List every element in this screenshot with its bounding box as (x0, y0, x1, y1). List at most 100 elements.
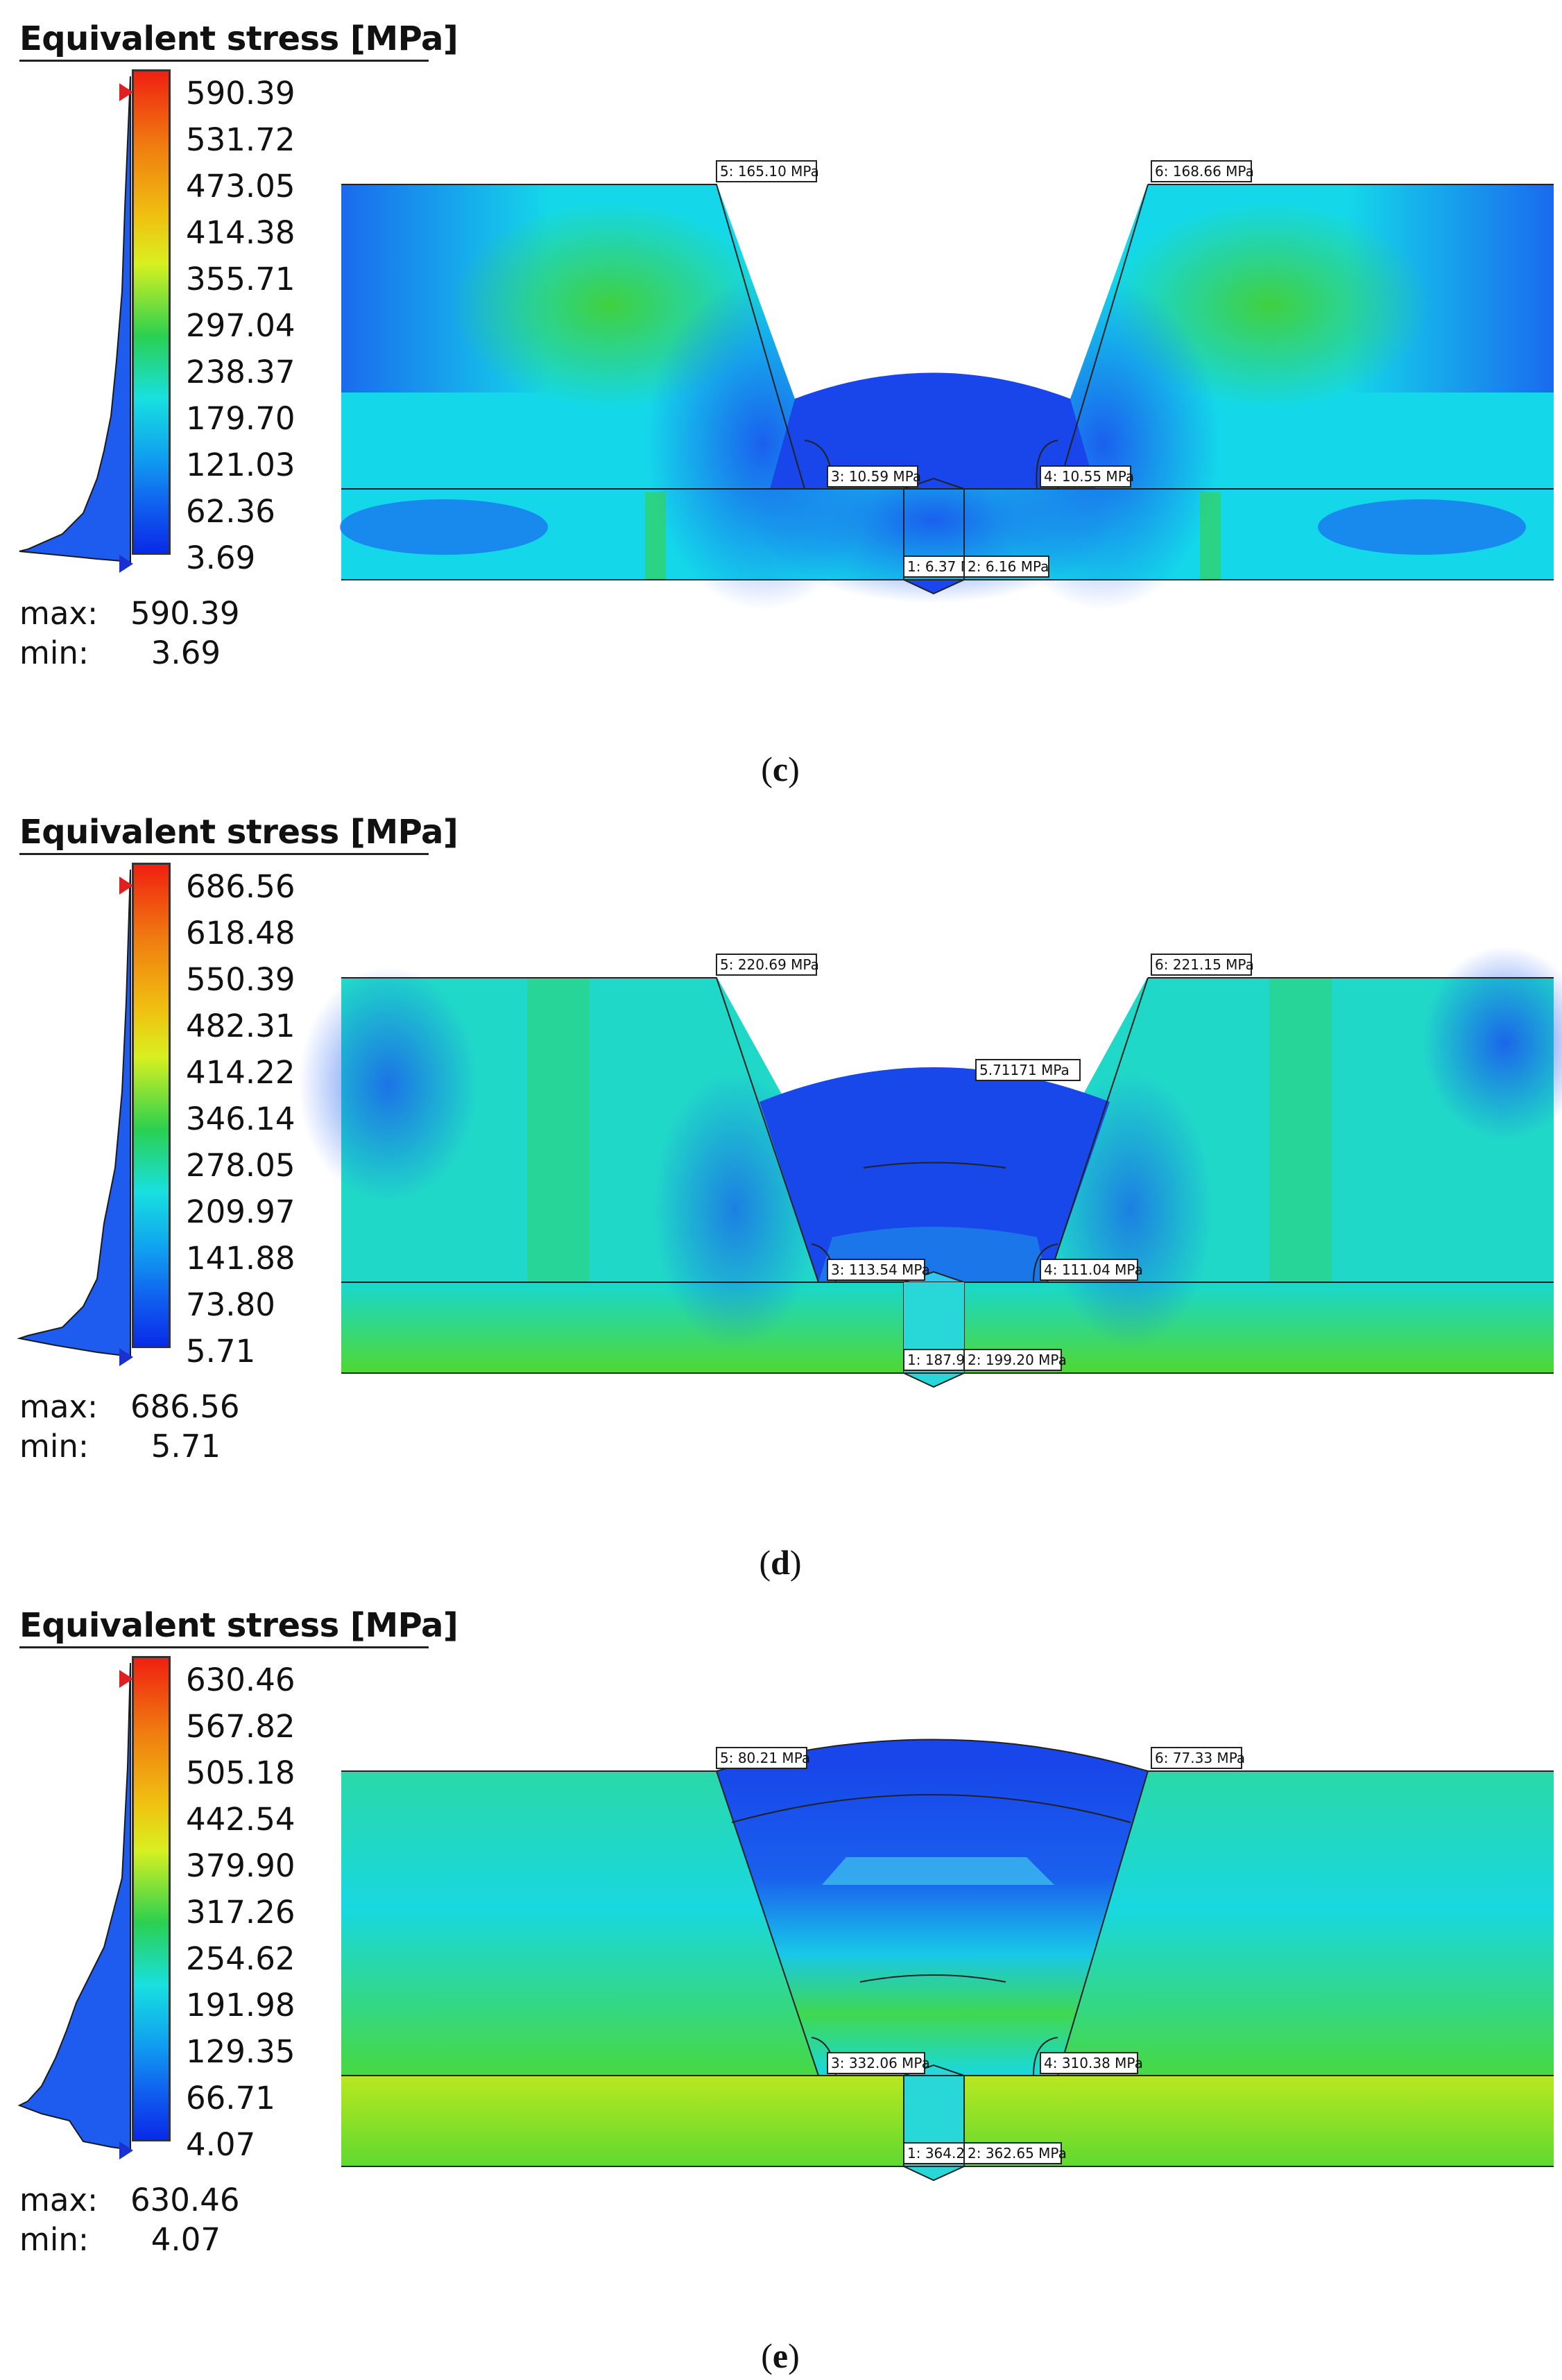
stress-histogram (19, 76, 131, 563)
probe-5: 5: 220.69 MPa (716, 954, 819, 976)
probe-3: 3: 10.59 MPa (827, 465, 921, 488)
colorbar-tick: 73.80 (186, 1286, 275, 1323)
subfigure-caption: (c) (761, 750, 800, 788)
max-marker-icon (119, 1670, 133, 1688)
probe-6-text: 6: 168.66 MPa (1155, 163, 1254, 180)
colorbar-tick: 129.35 (186, 2033, 295, 2070)
colorbar-tick: 297.04 (186, 307, 295, 344)
probe-1: 1: 364.28 (903, 2142, 974, 2164)
colorbar-tick: 62.36 (186, 493, 275, 530)
probe-1: 1: 6.37 M (903, 555, 972, 578)
colorbar-tick: 355.71 (186, 261, 295, 298)
colorbar-tick: 5.71 (186, 1333, 256, 1370)
colorbar (132, 863, 171, 1348)
min-value: 5.71 (151, 1428, 221, 1465)
probe-6: 6: 221.15 MPa (1151, 954, 1254, 976)
min-value: 4.07 (151, 2221, 221, 2258)
title-underline (19, 1646, 429, 1648)
colorbar-tick: 590.39 (186, 75, 295, 112)
probe-1: 1: 187.93 (903, 1349, 974, 1371)
colorbar-tick: 278.05 (186, 1147, 295, 1184)
probe-3-text: 3: 332.06 MPa (831, 2055, 930, 2071)
colorbar-tick: 4.07 (186, 2126, 256, 2163)
probe-5-text: 5: 80.21 MPa (720, 1750, 810, 1766)
colorbar-tick: 473.05 (186, 168, 295, 205)
probe-2: 2: 362.65 MPa (963, 2142, 1067, 2164)
colorbar-tick: 531.72 (186, 121, 295, 158)
colorbar-tick: 414.38 (186, 214, 295, 251)
probe-1-text: 1: 364.28 (907, 2145, 974, 2162)
probe-6: 6: 77.33 MPa (1151, 1747, 1245, 1769)
title-underline (19, 853, 429, 855)
probe-4: 4: 10.55 MPa (1040, 465, 1134, 488)
colorbar-tick: 209.97 (186, 1193, 295, 1230)
probe-min: 5.71171 MPa (975, 1059, 1081, 1081)
probe-3-text: 3: 113.54 MPa (831, 1261, 930, 1278)
probe-1-text: 1: 187.93 (907, 1352, 974, 1368)
colorbar-title: Equivalent stress [MPa] (19, 19, 458, 58)
stress-histogram (17, 1662, 131, 2151)
probe-2-text: 2: 6.16 MPa (968, 558, 1049, 575)
min-label: min: (19, 2221, 89, 2258)
colorbar-markers (119, 877, 133, 1366)
title-underline (19, 60, 429, 62)
min-marker-icon (119, 1348, 133, 1366)
max-marker-icon (119, 83, 133, 101)
probe-5: 5: 80.21 MPa (716, 1747, 810, 1769)
subfigure-caption: (e) (761, 2336, 800, 2375)
min-readout: min: 3.69 (19, 635, 221, 671)
min-label: min: (19, 1428, 89, 1465)
colorbar (132, 69, 171, 555)
probe-4-text: 4: 310.38 MPa (1044, 2055, 1143, 2071)
colorbar-tick: 482.31 (186, 1008, 295, 1044)
colorbar-tick: 66.71 (186, 2080, 275, 2116)
colorbar-tick: 686.56 (186, 868, 295, 905)
probe-2-text: 2: 199.20 MPa (968, 1352, 1067, 1368)
colorbar-tick: 618.48 (186, 915, 295, 951)
stress-panel-d: Equivalent stress [MPa] 686.56 618.48 55… (0, 793, 1562, 1584)
colorbar-tick: 121.03 (186, 447, 295, 483)
stress-panel-c: Equivalent stress [MPa] 590.39 531.72 47… (0, 0, 1562, 791)
colorbar-tick: 3.69 (186, 540, 256, 576)
max-marker-icon (119, 877, 133, 895)
stress-histogram (17, 869, 131, 1358)
colorbar-markers (119, 1670, 133, 2159)
weld-contour-plot (341, 1739, 1554, 2182)
probe-1-text: 1: 6.37 M (907, 558, 972, 575)
max-label: max: (19, 595, 98, 632)
probe-labels: 5: 220.69 MPa 6: 221.15 MPa 5.71171 MPa … (716, 954, 1254, 1371)
probe-6-text: 6: 77.33 MPa (1155, 1750, 1245, 1766)
colorbar-tick: 179.70 (186, 400, 295, 437)
colorbar-title: Equivalent stress [MPa] (19, 813, 458, 852)
probe-2-text: 2: 362.65 MPa (968, 2145, 1067, 2162)
probe-3-text: 3: 10.59 MPa (831, 468, 921, 485)
min-readout: min: 4.07 (19, 2221, 221, 2258)
colorbar-tick: 550.39 (186, 961, 295, 998)
colorbar-tick: 346.14 (186, 1101, 295, 1137)
stress-panel-e: Equivalent stress [MPa] 630.46 567.82 50… (0, 1587, 1562, 2377)
colorbar (132, 1656, 171, 2141)
colorbar-tick: 254.62 (186, 1940, 295, 1977)
probe-3: 3: 113.54 MPa (827, 1259, 930, 1281)
probe-4-text: 4: 111.04 MPa (1044, 1261, 1143, 1278)
colorbar-tick: 317.26 (186, 1894, 295, 1931)
colorbar-tick: 630.46 (186, 1662, 295, 1698)
probe-min-text: 5.71171 MPa (979, 1062, 1070, 1078)
probe-4: 4: 310.38 MPa (1040, 2052, 1143, 2074)
colorbar-tick: 191.98 (186, 1987, 295, 2024)
probe-2: 2: 6.16 MPa (963, 555, 1049, 578)
min-marker-icon (119, 2141, 133, 2159)
min-label: min: (19, 635, 89, 671)
probe-6-text: 6: 221.15 MPa (1155, 956, 1254, 973)
subfigure-caption: (d) (759, 1543, 802, 1582)
probe-labels: 5: 80.21 MPa 6: 77.33 MPa 3: 332.06 MPa … (716, 1747, 1245, 2164)
weld-contour-plot (298, 946, 1562, 1388)
probe-5-text: 5: 165.10 MPa (720, 163, 819, 180)
probe-2: 2: 199.20 MPa (963, 1349, 1067, 1371)
probe-labels: 5: 165.10 MPa 6: 168.66 MPa 3: 10.59 MPa… (716, 160, 1254, 578)
colorbar-tick: 505.18 (186, 1754, 295, 1791)
colorbar-tick: 379.90 (186, 1847, 295, 1884)
probe-5-text: 5: 220.69 MPa (720, 956, 819, 973)
probe-4-text: 4: 10.55 MPa (1044, 468, 1134, 485)
weld-contour-plot (340, 183, 1554, 610)
